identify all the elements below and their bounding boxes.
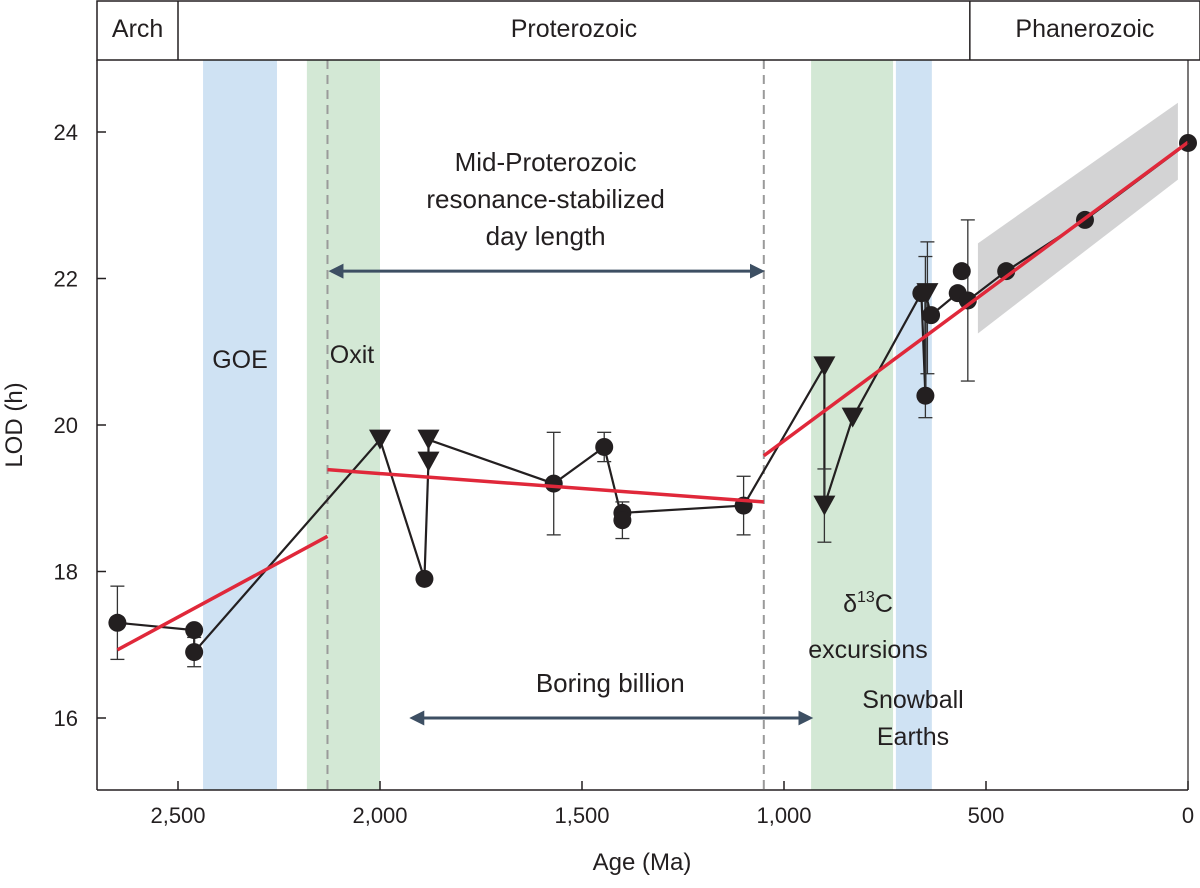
fit-line-2 — [762, 140, 1190, 458]
data-point-triangle — [841, 407, 864, 428]
band-label-d13c-line2: excursions — [808, 636, 928, 664]
d13c-part: C — [875, 590, 893, 618]
data-point-circle — [916, 386, 935, 405]
data-point-circle — [415, 569, 434, 588]
x-tick-label: 0 — [1182, 803, 1194, 828]
era-label: Arch — [112, 15, 163, 43]
data-point-circle — [922, 306, 941, 325]
data-point-circle — [108, 613, 127, 632]
data-point-triangle — [813, 356, 836, 377]
data-point-triangle — [916, 283, 939, 304]
y-tick-label: 16 — [54, 706, 78, 731]
data-point-triangle — [813, 495, 836, 516]
y-tick-label: 22 — [54, 267, 78, 292]
d13c-part: 13 — [857, 589, 875, 606]
arrow-label: Boring billion — [536, 668, 685, 698]
band-3 — [895, 60, 932, 790]
era-label: Proterozoic — [511, 15, 637, 43]
x-axis-label: Age (Ma) — [593, 849, 692, 876]
data-point-circle — [997, 262, 1016, 281]
arrow-label: Mid-Proterozoic — [455, 147, 637, 177]
x-tick-label: 1,000 — [756, 803, 811, 828]
era-header — [96, 0, 1200, 61]
band-1 — [306, 60, 380, 790]
data-point-circle — [595, 437, 614, 456]
band-label-oxit: Oxit — [330, 341, 375, 369]
band-label-goe: GOE — [212, 346, 268, 374]
era-label: Phanerozoic — [1015, 15, 1154, 43]
x-tick-label: 2,000 — [352, 803, 407, 828]
arrow-label: day length — [486, 221, 606, 251]
fit-line-1 — [327, 467, 764, 504]
data-point-circle — [952, 262, 971, 281]
arrow-label: resonance-stabilized — [426, 184, 664, 214]
fit-line-0 — [116, 534, 329, 652]
band-0 — [203, 60, 277, 790]
data-point-circle — [185, 643, 204, 662]
band-label-snowball-1: Snowball — [862, 686, 963, 714]
d13c-part: δ — [843, 590, 857, 618]
data-point-triangle — [369, 429, 391, 450]
data-point-circle — [613, 511, 632, 530]
y-tick-label: 24 — [54, 120, 78, 145]
x-tick-label: 500 — [968, 803, 1005, 828]
x-tick-label: 2,500 — [150, 803, 205, 828]
data-point-circle — [544, 474, 563, 493]
band-label-snowball-2: Earths — [877, 723, 949, 751]
y-axis-label: LOD (h) — [1, 382, 28, 467]
data-point-circle — [958, 291, 977, 310]
band-label-d13c: δ13C — [843, 589, 893, 618]
y-tick-label: 18 — [54, 560, 78, 585]
data-point-triangle — [417, 451, 440, 472]
x-tick-label: 1,500 — [554, 803, 609, 828]
data-point-triangle — [417, 429, 440, 450]
y-tick-label: 20 — [54, 413, 78, 438]
data-point-circle — [185, 621, 204, 640]
